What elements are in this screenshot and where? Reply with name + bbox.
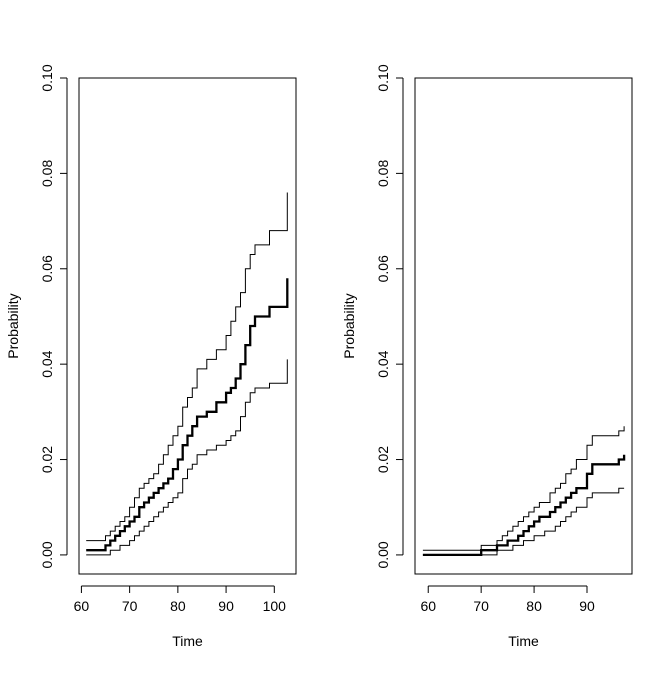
y-tick-label: 0.04: [39, 350, 55, 377]
y-tick-label: 0.02: [375, 446, 391, 473]
y-tick-label: 0.08: [375, 160, 391, 187]
x-tick-label: 90: [579, 598, 595, 614]
x-tick-label: 80: [526, 598, 542, 614]
x-axis-title: Time: [172, 633, 203, 649]
y-axis-title: Probability: [5, 293, 21, 358]
y-tick-label: 0.04: [375, 350, 391, 377]
plot-frame: [414, 77, 633, 575]
estimate-step-line: [422, 454, 626, 557]
y-tick-label: 0.10: [375, 64, 391, 91]
x-axis-title: Time: [508, 633, 539, 649]
y-axis-title: Probability: [341, 293, 357, 358]
y-tick-label: 0.06: [375, 255, 391, 282]
left-panel: 60 70 80 90 100 0.00 0.02 0.04 0.06 0.08 0.10 Time P…: [5, 64, 297, 649]
y-tick-label: 0.06: [39, 255, 55, 282]
x-tick-label: 80: [170, 598, 186, 614]
y-tick-label: 0.00: [39, 541, 55, 568]
estimate-step-line: [86, 278, 289, 552]
x-tick-label: 90: [218, 598, 234, 614]
upper-step-line: [422, 426, 625, 551]
y-tick-label: 0.00: [375, 541, 391, 568]
lower-step-line: [86, 359, 288, 556]
x-tick-label: 100: [263, 598, 287, 614]
x-tick-label: 70: [122, 598, 138, 614]
x-tick-label: 60: [420, 598, 436, 614]
x-tick-label: 60: [74, 598, 90, 614]
y-tick-label: 0.10: [39, 64, 55, 91]
y-tick-label: 0.02: [39, 446, 55, 473]
lower-step-line: [422, 487, 625, 556]
upper-step-line: [86, 192, 288, 542]
y-tick-label: 0.08: [39, 160, 55, 187]
plot-frame: [78, 77, 297, 575]
right-panel: 60 70 80 90 0.00 0.02 0.04 0.06 0.08 0.10 Time Prob…: [341, 64, 633, 649]
x-tick-label: 70: [473, 598, 489, 614]
